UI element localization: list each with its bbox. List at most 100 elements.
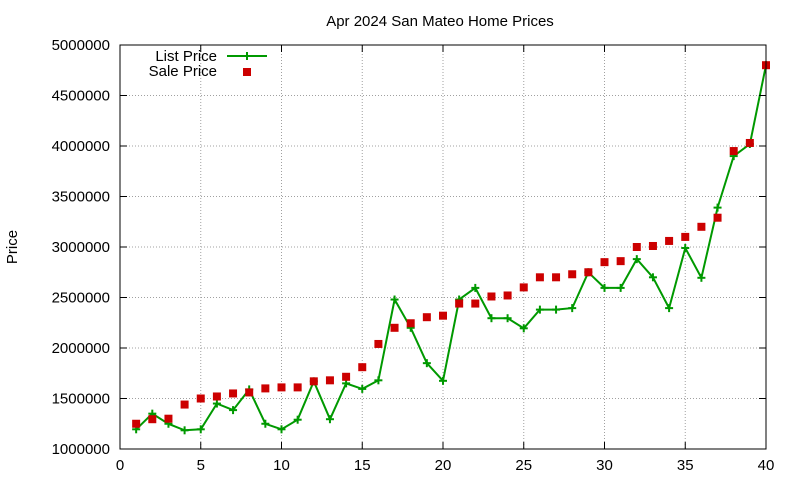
sale-price-point-28	[568, 270, 577, 279]
list-price-point-9	[261, 419, 270, 428]
sale-price-point-5	[196, 394, 205, 403]
legend-label-list-price: List Price	[155, 48, 217, 65]
sale-price-point-32	[632, 243, 641, 251]
chart-title: Apr 2024 San Mateo Home Prices	[326, 13, 554, 30]
sale-price-point-12	[309, 377, 318, 386]
list-price-point-33	[648, 273, 657, 282]
legend-square-sale-price	[243, 68, 251, 76]
list-price-point-24	[503, 314, 512, 323]
x-tick-label-6: 30	[596, 457, 613, 474]
sale-price-point-10	[277, 383, 286, 392]
sale-price-point-14	[342, 372, 351, 381]
list-price-point-23	[487, 314, 496, 323]
list-price-point-20	[439, 376, 447, 385]
y-tick-label-7: 4500000	[52, 88, 110, 105]
list-price-point-35	[681, 244, 690, 253]
x-tick-label-1: 5	[197, 457, 205, 474]
list-price-point-19	[422, 359, 431, 368]
list-price-point-16	[374, 376, 383, 385]
sale-price-point-6	[212, 392, 221, 401]
list-price-point-13	[325, 415, 334, 424]
list-price-point-6	[212, 399, 221, 408]
x-tick-label-7: 35	[677, 457, 694, 474]
y-tick-label-8: 5000000	[52, 37, 110, 54]
sale-price-point-16	[374, 339, 383, 348]
sale-price-point-7	[229, 389, 238, 398]
sale-price-point-11	[293, 383, 302, 392]
x-tick-label-5: 25	[515, 457, 532, 474]
sale-price-point-20	[439, 311, 447, 320]
sale-price-point-23	[487, 292, 496, 301]
sale-price-point-9	[261, 384, 270, 393]
sale-price-point-36	[697, 222, 706, 231]
list-price-line	[135, 64, 767, 432]
list-price-point-37	[713, 203, 722, 212]
sale-price-point-31	[616, 257, 625, 266]
x-tick-label-2: 10	[273, 457, 290, 474]
y-axis-label: Price	[4, 230, 21, 264]
y-tick-label-0: 1000000	[52, 441, 110, 458]
list-price-point-28	[568, 304, 577, 313]
list-price-point-17	[390, 295, 399, 304]
sale-price-point-38	[729, 147, 738, 156]
y-tick-label-1: 1500000	[52, 391, 110, 408]
sale-price-point-22	[471, 299, 480, 308]
sale-price-point-39	[745, 138, 754, 147]
series-layer	[132, 61, 770, 435]
legend-label-sale-price: Sale Price	[149, 63, 217, 80]
x-tick-label-4: 20	[435, 457, 452, 474]
sale-price-point-15	[358, 363, 367, 372]
sale-price-point-13	[325, 376, 334, 385]
list-price-point-5	[196, 425, 205, 434]
x-tick-label-3: 15	[354, 457, 371, 474]
list-price-point-15	[358, 384, 367, 393]
sale-price-point-27	[552, 273, 561, 282]
sale-price-point-19	[422, 313, 431, 322]
y-tick-label-4: 3000000	[52, 239, 110, 256]
sale-price-point-35	[681, 232, 690, 241]
sale-price-point-25	[519, 283, 528, 292]
sale-price-point-8	[245, 388, 254, 397]
list-price-point-4	[180, 426, 189, 435]
sale-price-point-37	[713, 213, 722, 222]
grid-layer	[120, 45, 766, 449]
sale-price-point-2	[148, 415, 157, 424]
y-tick-label-5: 3500000	[52, 189, 110, 206]
sale-price-point-29	[584, 268, 593, 277]
tick-layer: 0 5 10 15 20 25 30 35 40 1000000 1500000 2000000 250…	[52, 37, 775, 474]
list-price-point-10	[277, 425, 286, 434]
list-price-point-26	[535, 305, 544, 314]
x-tick-label-0: 0	[116, 457, 124, 474]
list-price-point-7	[229, 406, 238, 415]
legend-mark-list-price	[227, 52, 267, 60]
y-tick-label-3: 2500000	[52, 290, 110, 307]
list-price-point-25	[519, 324, 528, 333]
list-price-point-11	[293, 415, 302, 424]
list-price-point-32	[632, 255, 641, 264]
sale-price-point-21	[455, 299, 464, 308]
x-tick-label-8: 40	[758, 457, 775, 474]
sale-price-point-33	[648, 241, 657, 250]
legend: List Price Sale Price	[149, 48, 267, 80]
list-price-point-36	[697, 273, 706, 282]
list-price-point-34	[665, 304, 674, 313]
list-price-point-27	[552, 305, 561, 314]
sale-price-point-3	[164, 414, 173, 423]
y-tick-label-2: 2000000	[52, 340, 110, 357]
list-price-point-22	[471, 283, 480, 292]
sale-price-point-24	[503, 291, 512, 300]
list-price-point-30	[600, 283, 609, 292]
y-tick-label-6: 4000000	[52, 138, 110, 155]
sale-price-point-30	[600, 258, 609, 267]
sale-price-point-1	[132, 419, 141, 428]
legend-plus-list-price	[243, 52, 251, 60]
sale-price-point-26	[535, 273, 544, 282]
list-price-point-31	[616, 283, 625, 292]
sale-price-point-34	[665, 236, 674, 245]
sale-price-point-17	[390, 323, 399, 332]
sale-price-point-18	[406, 319, 415, 328]
sale-price-point-4	[180, 400, 189, 409]
legend-mark-sale-price	[243, 68, 251, 76]
